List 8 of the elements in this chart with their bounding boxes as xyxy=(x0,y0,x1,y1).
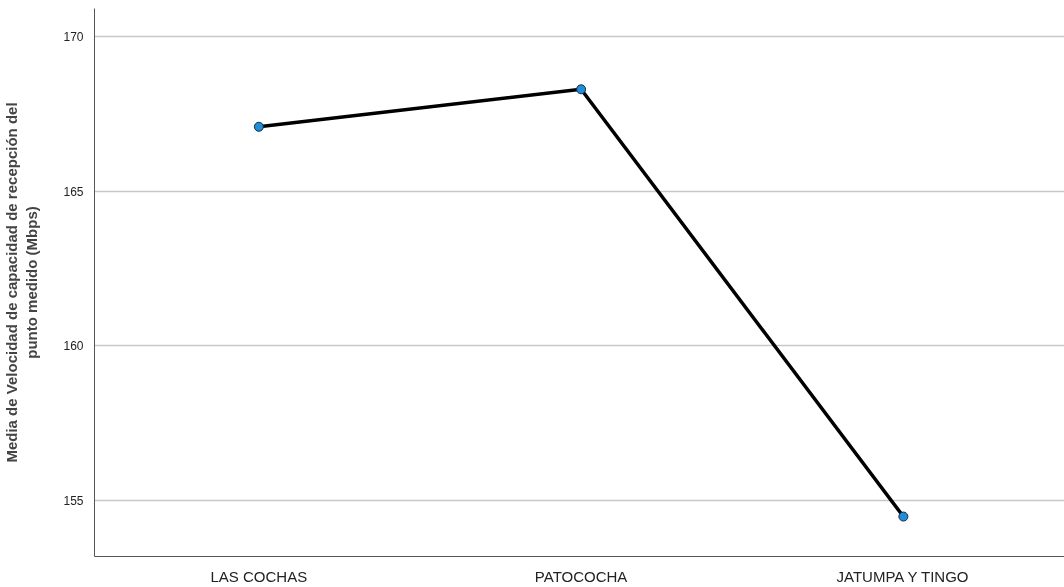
y-tick-label: 165 xyxy=(63,184,84,199)
x-tick-label: JATUMPA Y TINGO xyxy=(836,567,969,585)
y-tick-label: 170 xyxy=(63,29,84,44)
y-tick-label: 155 xyxy=(63,494,84,509)
x-tick-label: PATOCOCHA xyxy=(534,567,628,585)
y-tick-label: 160 xyxy=(63,339,84,354)
x-tick-label: LAS COCHAS xyxy=(210,567,308,585)
y-axis-title: Media de Velocidad de capacidad de recepción del punto medido (Mbps) xyxy=(3,102,41,463)
